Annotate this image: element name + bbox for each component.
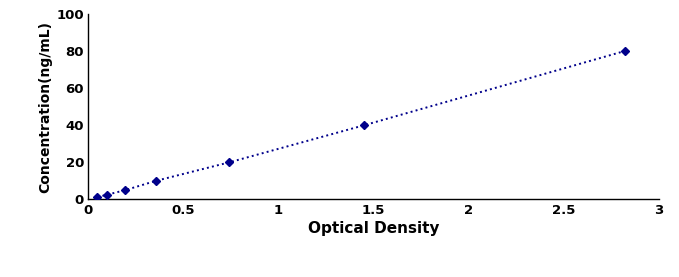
X-axis label: Optical Density: Optical Density: [308, 221, 439, 236]
Y-axis label: Concentration(ng/mL): Concentration(ng/mL): [38, 21, 52, 193]
